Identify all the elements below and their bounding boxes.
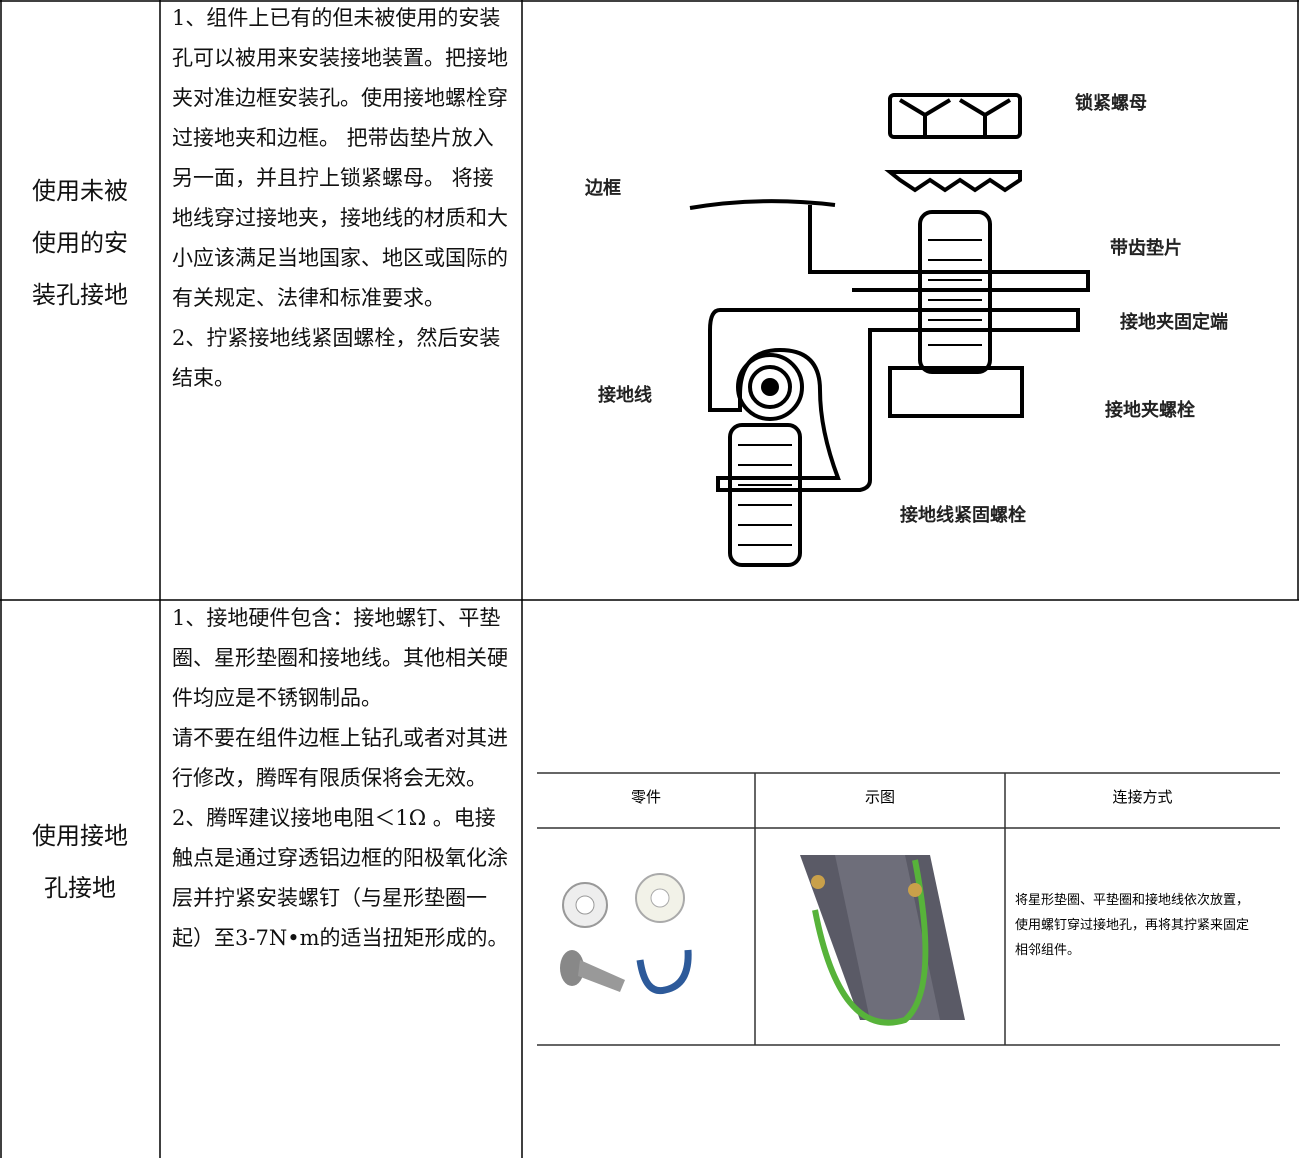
header: 零件 <box>630 788 661 806</box>
paragraph: 2、腾晖建议接地电阻＜1Ω 。电接触点是通过穿透铝边框的阳极氧化涂层并拧紧安装螺… <box>172 806 509 950</box>
diagram-label: 边框 <box>584 178 621 199</box>
diagram-label: 接地线 <box>598 384 652 406</box>
mount-image <box>800 855 965 1026</box>
row-label: 使用接地孔接地 <box>32 822 128 902</box>
row-text: 1、接地硬件包含：接地螺钉、平垫圈、星形垫圈和接地线。其他相关硬件均应是不锈钢制… <box>172 598 512 958</box>
paragraph: 1、组件上已有的但未被使用的安装孔可以被用来安装接地装置。把接地夹对准边框安装孔… <box>172 6 508 310</box>
paragraph: 2、拧紧接地线紧固螺栓，然后安装结束。 <box>172 326 501 390</box>
paragraph: 请不要在组件边框上钻孔或者对其进行修改，腾晖有限质保将会无效。 <box>172 726 508 790</box>
diagram-label: 带齿垫片 <box>1110 237 1182 259</box>
bolt-dot <box>761 378 779 396</box>
parts-image <box>560 873 692 995</box>
diagram-label: 接地线紧固螺栓 <box>900 504 1026 526</box>
inner-table <box>537 772 1280 1046</box>
diagram-label: 锁紧螺母 <box>1075 92 1147 114</box>
row-text: 1、组件上已有的但未被使用的安装孔可以被用来安装接地装置。把接地夹对准边框安装孔… <box>172 0 512 398</box>
diagram-label: 接地夹固定端 <box>1120 311 1228 333</box>
header: 示图 <box>864 788 895 806</box>
paragraph: 1、接地硬件包含：接地螺钉、平垫圈、星形垫圈和接地线。其他相关硬件均应是不锈钢制… <box>172 606 508 710</box>
diagram-label: 接地夹螺栓 <box>1105 399 1195 421</box>
row-label: 使用未被使用的安装孔接地 <box>32 177 128 309</box>
header: 连接方式 <box>1112 788 1173 806</box>
cell-text: 将星形垫圈、平垫圈和接地线依次放置，使用螺钉穿过接地孔，再将其拧紧来固定相邻组件… <box>1015 893 1250 958</box>
diagram <box>689 93 1090 567</box>
